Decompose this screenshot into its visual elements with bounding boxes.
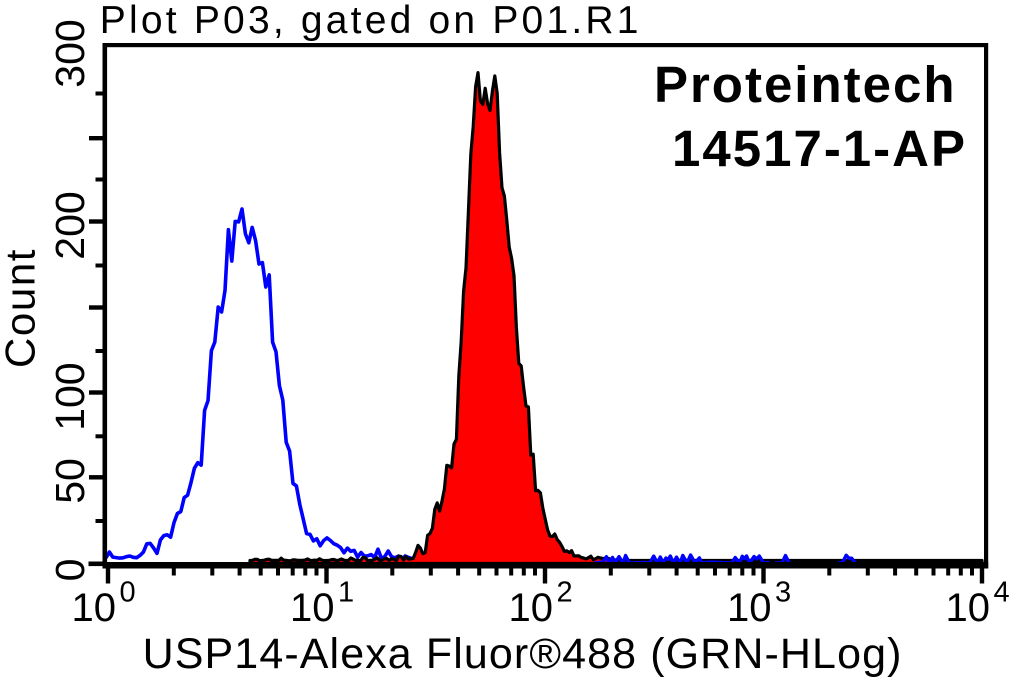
svg-text:Proteintech: Proteintech: [654, 56, 957, 113]
svg-text:200: 200: [47, 191, 93, 259]
svg-text:Plot P03, gated on P01.R1: Plot P03, gated on P01.R1: [100, 0, 642, 42]
svg-text:300: 300: [47, 19, 93, 87]
svg-text:0: 0: [47, 559, 93, 582]
svg-text:102: 10 2: [509, 577, 573, 631]
svg-text:50: 50: [47, 458, 93, 504]
svg-text:14517-1-AP: 14517-1-AP: [672, 120, 967, 177]
svg-text:USP14-Alexa Fluor®488 (GRN-HLo: USP14-Alexa Fluor®488 (GRN-HLog): [143, 630, 903, 678]
svg-text:Count: Count: [0, 248, 44, 368]
svg-text:100: 100: [47, 362, 93, 430]
